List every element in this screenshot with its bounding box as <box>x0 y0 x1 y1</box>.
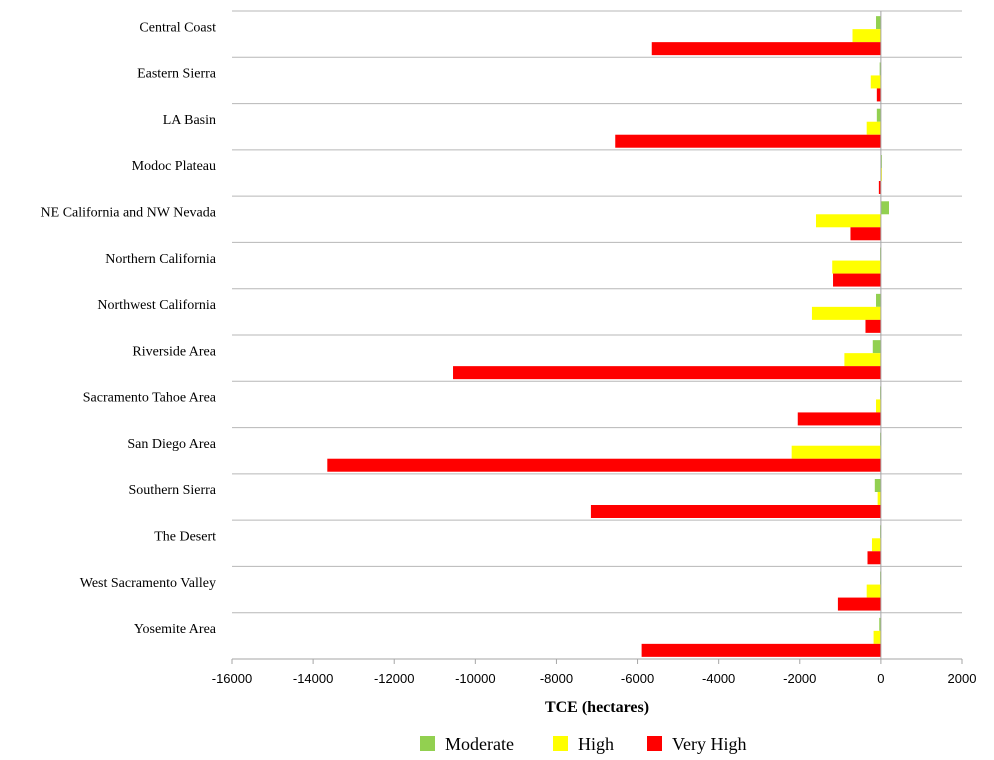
bar-very-high <box>876 88 881 102</box>
bar-moderate <box>876 293 881 307</box>
category-labels: Central Coast Eastern Sierra LA Basin Modoc… <box>41 20 217 637</box>
category-label: West Sacramento Valley <box>80 576 216 591</box>
bar-very-high <box>797 412 881 426</box>
x-tick-label: -2000 <box>783 671 816 686</box>
bar-very-high <box>867 551 881 565</box>
legend-swatch-high <box>553 736 568 751</box>
category-label: The Desert <box>154 530 216 545</box>
x-tick-label: -12000 <box>374 671 414 686</box>
bar-very-high <box>590 505 881 518</box>
bar-very-high <box>641 643 881 657</box>
bar-high <box>816 214 881 228</box>
bars <box>327 16 889 657</box>
bar-moderate <box>872 340 881 354</box>
category-label: Modoc Plateau <box>132 159 216 174</box>
bar-high <box>791 445 881 459</box>
x-tick-label: -16000 <box>212 671 252 686</box>
bar-moderate <box>876 16 881 30</box>
legend-label-high: High <box>578 734 614 754</box>
bar-moderate <box>874 479 881 492</box>
x-tick-label: -10000 <box>455 671 495 686</box>
bar-high <box>844 353 881 367</box>
bar-high <box>852 29 881 43</box>
category-label: Eastern Sierra <box>137 67 217 82</box>
x-tick-label: 2000 <box>948 671 977 686</box>
bar-high <box>876 399 881 413</box>
bar-high <box>811 306 881 320</box>
bar-high <box>866 121 881 135</box>
x-axis-title: TCE (hectares) <box>545 699 649 716</box>
category-label: Central Coast <box>139 20 216 35</box>
bar-moderate <box>879 617 881 631</box>
bar-moderate <box>880 201 889 215</box>
bar-very-high <box>651 42 881 56</box>
x-tick-label: -4000 <box>702 671 735 686</box>
category-label: Northern California <box>105 252 217 267</box>
bar-very-high <box>850 227 881 241</box>
category-label: Northwest California <box>97 298 216 313</box>
bar-moderate <box>876 108 881 122</box>
bar-high <box>870 75 881 89</box>
bar-high <box>871 538 881 552</box>
category-label: San Diego Area <box>127 437 216 452</box>
bar-very-high <box>837 597 881 611</box>
category-label: NE California and NW Nevada <box>41 206 217 221</box>
bar-high <box>877 492 881 505</box>
bar-very-high <box>453 366 881 380</box>
category-label: Sacramento Tahoe Area <box>83 391 217 406</box>
legend: Moderate High Very High <box>420 734 747 754</box>
category-label: LA Basin <box>163 113 216 128</box>
legend-swatch-very-high <box>647 736 662 751</box>
x-tick-label: 0 <box>877 671 884 686</box>
legend-label-moderate: Moderate <box>445 734 514 754</box>
bar-very-high <box>327 458 881 472</box>
bar-moderate <box>879 62 881 76</box>
category-label: Yosemite Area <box>134 622 217 637</box>
bar-very-high <box>615 134 881 148</box>
category-separators <box>232 10 962 660</box>
bar-very-high <box>833 273 881 287</box>
legend-swatch-moderate <box>420 736 435 751</box>
category-label: Southern Sierra <box>129 483 217 498</box>
x-tick-label: -14000 <box>293 671 333 686</box>
bar-high <box>832 260 881 274</box>
bar-high <box>873 630 881 644</box>
x-axis-ticks: -16000 -14000 -12000 -10000 -8000 -6000 -4000 -… <box>212 659 977 686</box>
bar-high <box>866 584 881 598</box>
x-tick-label: -8000 <box>540 671 573 686</box>
bar-very-high <box>865 319 881 333</box>
legend-label-very-high: Very High <box>672 734 747 754</box>
x-tick-label: -6000 <box>621 671 654 686</box>
category-label: Riverside Area <box>132 344 216 359</box>
bar-very-high <box>878 181 881 194</box>
